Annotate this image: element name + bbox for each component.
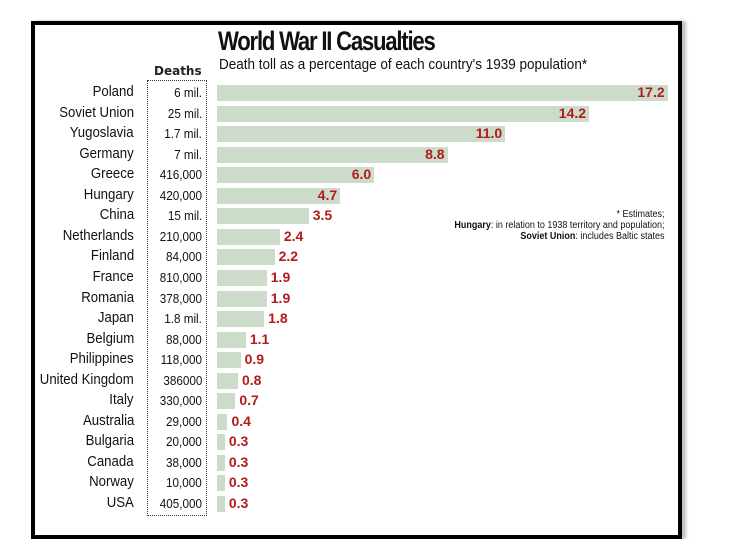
category-label: Italy	[109, 391, 134, 409]
category-label: France	[92, 267, 134, 285]
category-label: Finland	[90, 247, 134, 265]
deaths-value: 7 mil.	[174, 146, 202, 162]
deaths-value: 6 mil.	[174, 85, 202, 100]
category-label: United Kingdom	[40, 370, 134, 388]
chart-notes: * Estimates; Hungary: in relation to 193…	[454, 209, 664, 242]
value-label: 8.8	[425, 145, 445, 162]
category-label: Soviet Union	[59, 103, 134, 121]
value-label: 0.3	[228, 433, 249, 450]
value-label: 0.4	[231, 412, 251, 429]
bar	[217, 331, 246, 348]
category-label: Canada	[87, 452, 134, 470]
value-label: 0.3	[228, 495, 249, 511]
category-label: Poland	[92, 83, 134, 100]
value-label: 1.8	[268, 310, 288, 327]
value-label: 0.3	[228, 474, 249, 491]
category-label: Australia	[82, 411, 134, 429]
value-label: 4.7	[317, 186, 338, 203]
bar	[217, 290, 267, 307]
bar	[217, 311, 265, 328]
deaths-value: 25 mil.	[167, 105, 202, 121]
bar	[217, 126, 506, 143]
value-label: 0.7	[239, 392, 259, 409]
bar	[217, 105, 590, 122]
category-label: Romania	[81, 288, 134, 306]
bar	[217, 228, 280, 245]
category-label: Norway	[89, 473, 134, 491]
bar	[217, 454, 225, 471]
category-label: Belgium	[86, 329, 134, 347]
deaths-value: 330,000	[159, 393, 202, 409]
note-hungary-label: Hungary	[453, 220, 491, 231]
chart-subtitle: Death toll as a percentage of each count…	[219, 56, 588, 73]
value-label: 17.2	[637, 84, 665, 100]
note-soviet: Soviet Union: includes Baltic states	[454, 231, 664, 242]
deaths-value: 10,000	[166, 475, 202, 491]
deaths-value: 416,000	[159, 167, 202, 183]
deaths-value: 386000	[162, 372, 202, 388]
category-label: Bulgaria	[85, 432, 134, 450]
value-label: 14.2	[558, 104, 587, 121]
bar	[217, 167, 375, 184]
chart-title: World War II Casualties	[218, 26, 436, 56]
bar	[217, 372, 238, 389]
bar	[217, 352, 241, 369]
deaths-value: 20,000	[166, 434, 202, 450]
value-label: 3.5	[312, 207, 333, 224]
bar	[217, 434, 225, 451]
deaths-value: 29,000	[166, 413, 202, 429]
bar	[217, 269, 267, 286]
deaths-column-header: Deaths	[154, 64, 202, 78]
value-label: 0.3	[228, 453, 249, 470]
value-label: 2.4	[283, 227, 304, 244]
value-label: 1.9	[270, 289, 291, 306]
bar	[217, 393, 236, 410]
value-label: 2.2	[278, 248, 299, 265]
deaths-value: 1.7 mil.	[164, 126, 202, 142]
category-label: Hungary	[84, 185, 134, 203]
deaths-value: 405,000	[159, 496, 202, 511]
deaths-value: 118,000	[160, 352, 202, 368]
note-soviet-label: Soviet Union	[519, 231, 575, 242]
deaths-value: 88,000	[166, 331, 202, 347]
bar	[217, 187, 341, 204]
deaths-value: 38,000	[166, 454, 202, 470]
value-label: 0.8	[241, 371, 262, 388]
category-label: Philippines	[70, 350, 134, 368]
bar	[217, 496, 225, 512]
category-label: China	[99, 206, 134, 224]
category-label: Greece	[90, 165, 134, 183]
category-label: Netherlands	[62, 226, 134, 244]
category-label: Yugoslavia	[70, 124, 134, 142]
bar	[217, 475, 225, 492]
deaths-value: 15 mil.	[167, 208, 202, 224]
note-soviet-text: : includes Baltic states	[574, 231, 664, 242]
note-estimates: * Estimates;	[615, 209, 664, 220]
category-label: Japan	[98, 309, 134, 327]
note-hungary-text: : in relation to 1938 territory and popu…	[490, 220, 664, 231]
bar	[217, 146, 448, 163]
note-hungary: Hungary: in relation to 1938 territory a…	[454, 220, 664, 231]
deaths-value: 378,000	[159, 290, 202, 306]
bar	[217, 85, 668, 101]
deaths-value: 84,000	[166, 249, 202, 265]
deaths-value: 210,000	[159, 228, 202, 244]
deaths-value: 1.8 mil.	[164, 311, 202, 327]
value-label: 1.9	[270, 268, 291, 285]
bar	[217, 208, 309, 225]
value-label: 11.0	[475, 125, 503, 142]
category-label: USA	[106, 494, 134, 511]
deaths-value: 810,000	[159, 269, 202, 285]
bar	[217, 413, 228, 430]
value-label: 6.0	[351, 166, 372, 183]
bar	[217, 249, 275, 266]
deaths-value: 420,000	[159, 187, 202, 203]
value-label: 1.1	[249, 330, 270, 347]
category-label: Germany	[79, 144, 134, 162]
value-label: 0.9	[244, 351, 265, 368]
deaths-column-box	[147, 80, 207, 516]
